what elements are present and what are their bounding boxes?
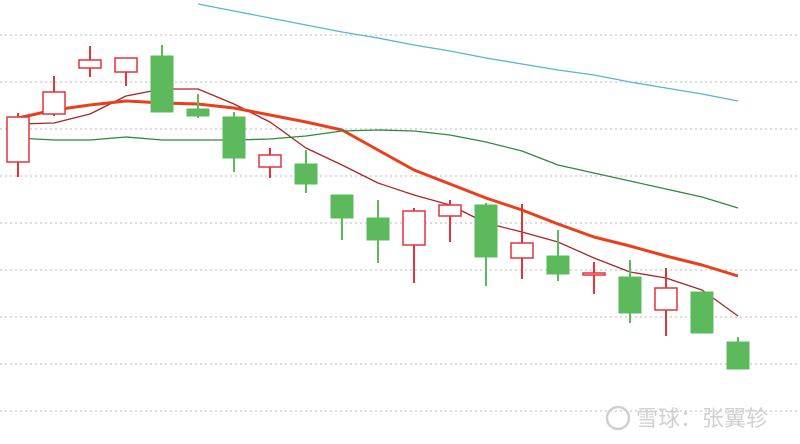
candle-body bbox=[402, 210, 426, 246]
candle-body bbox=[78, 59, 102, 69]
candle-body bbox=[258, 154, 282, 168]
moving-average-line bbox=[17, 88, 739, 317]
candle-body bbox=[582, 272, 606, 276]
candle-body bbox=[294, 163, 318, 185]
watermark-text: 雪球：张翼轸 bbox=[636, 407, 768, 432]
candle-body bbox=[330, 194, 354, 219]
candle-body bbox=[114, 57, 138, 73]
watermark-logo bbox=[605, 405, 631, 431]
candle-body bbox=[690, 291, 714, 334]
moving-average-line bbox=[197, 3, 739, 102]
candle-body bbox=[438, 204, 462, 217]
candle-body bbox=[654, 287, 678, 311]
watermark: 雪球：张翼轸 bbox=[605, 405, 768, 432]
moving-average-line bbox=[17, 99, 739, 278]
candle-body bbox=[366, 217, 390, 241]
candle-body bbox=[618, 276, 642, 314]
candle-body bbox=[510, 242, 534, 259]
candle-body bbox=[222, 116, 246, 159]
candle-body bbox=[186, 108, 210, 117]
candle-body bbox=[474, 204, 498, 258]
candle-body bbox=[6, 116, 30, 163]
candle-body bbox=[546, 255, 570, 275]
moving-average-line bbox=[17, 129, 739, 209]
candle-body bbox=[150, 55, 174, 113]
candle-body bbox=[42, 91, 66, 115]
candle-body bbox=[726, 341, 750, 370]
